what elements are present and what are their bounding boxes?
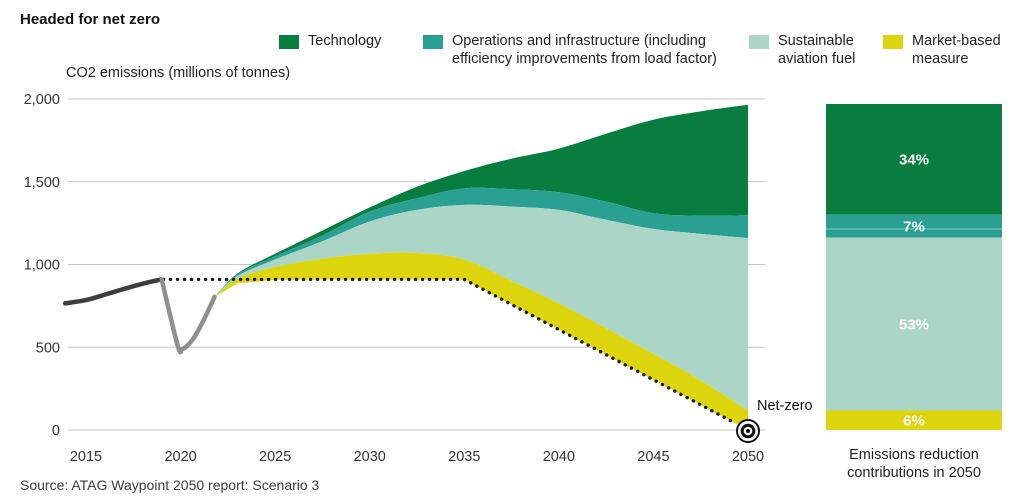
legend-item-technology: Technology [279, 33, 381, 51]
legend-label-technology: Technology [308, 33, 382, 49]
legend-swatch-saf [749, 35, 769, 49]
bar-segment-saf [826, 237, 1002, 411]
bar-segment-market [826, 410, 1002, 430]
x-tick-label: 2015 [70, 449, 102, 465]
bar-segment-operations [826, 214, 1002, 238]
legend-label-market: Market-based measure [912, 33, 1001, 67]
y-tick-label: 500 [36, 340, 60, 356]
bar-segment-label-saf: 53% [899, 316, 929, 333]
source-note: Source: ATAG Waypoint 2050 report: Scena… [20, 477, 320, 493]
chart-title: Headed for net zero [20, 11, 161, 28]
area-sustainable-aviation-fuel [214, 204, 749, 411]
bar-caption: Emissions reduction contributions in 205… [847, 447, 981, 481]
x-tick-label: 2030 [354, 449, 386, 465]
x-tick-label: 2045 [637, 449, 669, 465]
y-tick-label: 1,000 [24, 258, 60, 274]
legend-label-operations: Operations and infrastructure (including… [452, 33, 717, 67]
legend-label-saf: Sustainable aviation fuel [778, 33, 856, 67]
x-tick-label: 2025 [259, 449, 291, 465]
y-tick-label: 2,000 [24, 92, 60, 108]
legend-swatch-technology [279, 35, 299, 49]
x-tick-label: 2020 [164, 449, 196, 465]
bar-segment-label-technology: 34% [899, 152, 929, 169]
x-tick-label: 2050 [732, 449, 764, 465]
bar-segment-label-operations: 7% [903, 219, 925, 236]
net-zero-annotation: Net-zero [757, 398, 813, 414]
area-technology [214, 104, 749, 297]
covid-dip-line [159, 277, 217, 355]
y-axis-title: CO2 emissions (millions of tonnes) [66, 65, 291, 81]
bar-segment-technology [826, 104, 1002, 215]
x-tick-label: 2040 [543, 449, 575, 465]
x-tick-label: 2035 [448, 449, 480, 465]
legend-swatch-operations [423, 35, 443, 49]
y-tick-label: 0 [52, 423, 60, 439]
legend-swatch-market [883, 35, 903, 49]
legend-item-operations: Operations and infrastructure (including… [423, 33, 730, 68]
y-tick-label: 1,500 [24, 175, 60, 191]
area-market-based-measure [214, 252, 749, 430]
net-zero-trajectory-dotted-line [161, 277, 738, 426]
legend-item-saf: Sustainable aviation fuel [749, 33, 873, 68]
net-zero-target-icon-dot [745, 428, 751, 434]
area-operations-infrastructure [214, 187, 749, 297]
bar-segment-label-market: 6% [903, 413, 925, 430]
historical-emissions-line [62, 277, 164, 306]
legend-item-market: Market-based measure [883, 33, 1022, 68]
